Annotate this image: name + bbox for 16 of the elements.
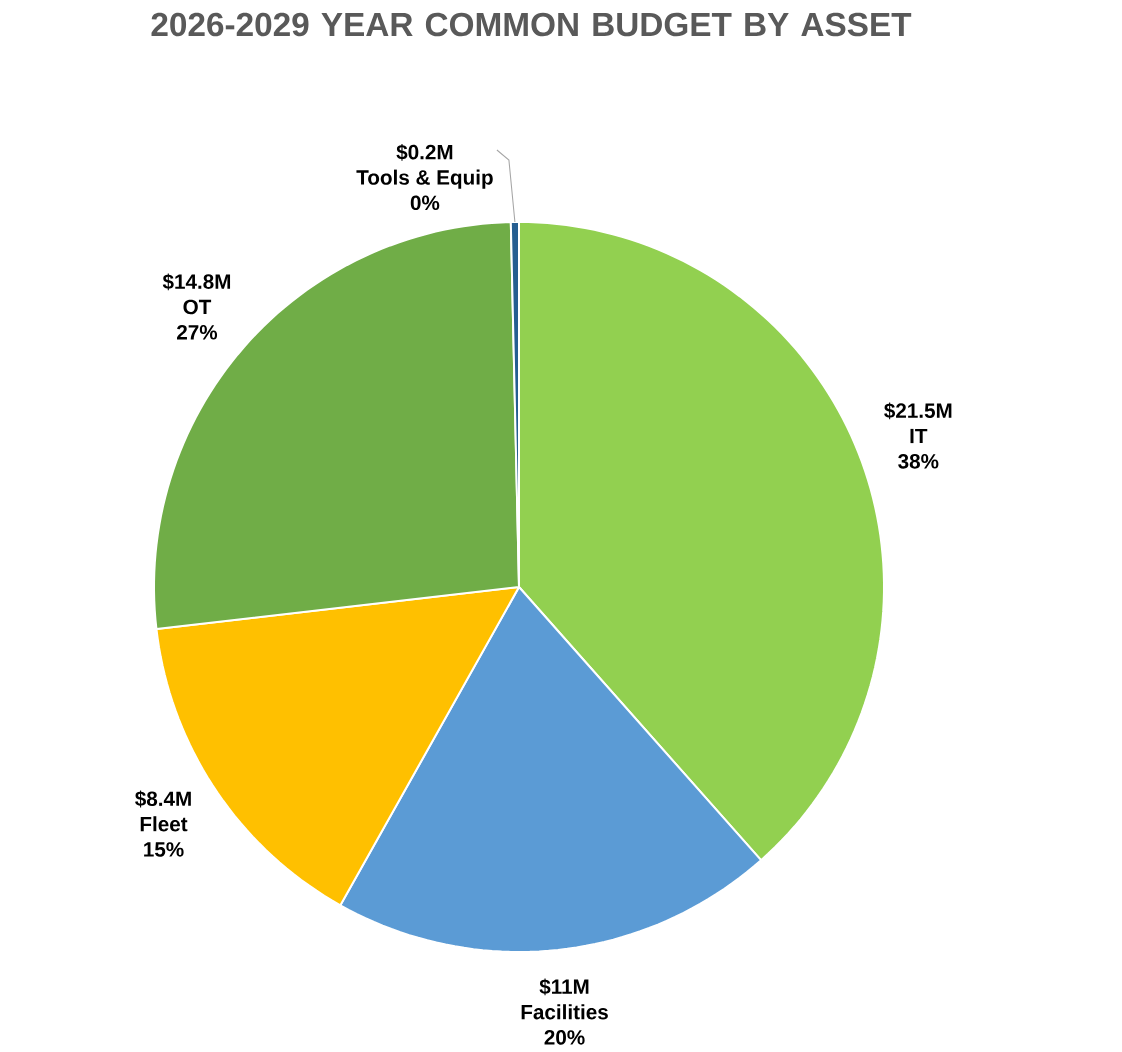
text: 15% [144, 842, 184, 857]
data-label: $8.4M [135, 790, 191, 808]
data-label: $0.2M [396, 143, 453, 161]
slice-label: IT [910, 428, 928, 444]
text: 27% [177, 325, 218, 340]
slice-label: Tools & Equip [356, 169, 493, 189]
text: 20% [544, 1030, 585, 1045]
slice-label: OT [183, 299, 212, 315]
data-label: $14.8M [162, 273, 231, 291]
text: 0% [410, 195, 440, 211]
data-label: $21.5M [884, 402, 952, 420]
data-label: $11M [539, 978, 589, 996]
slice-label: Facilities [521, 1004, 608, 1020]
slice-label: Fleet [140, 816, 188, 832]
text: 38% [898, 454, 939, 469]
chart-title: 2026-2029 YEAR COMMON BUDGET BY ASSET [151, 12, 912, 37]
